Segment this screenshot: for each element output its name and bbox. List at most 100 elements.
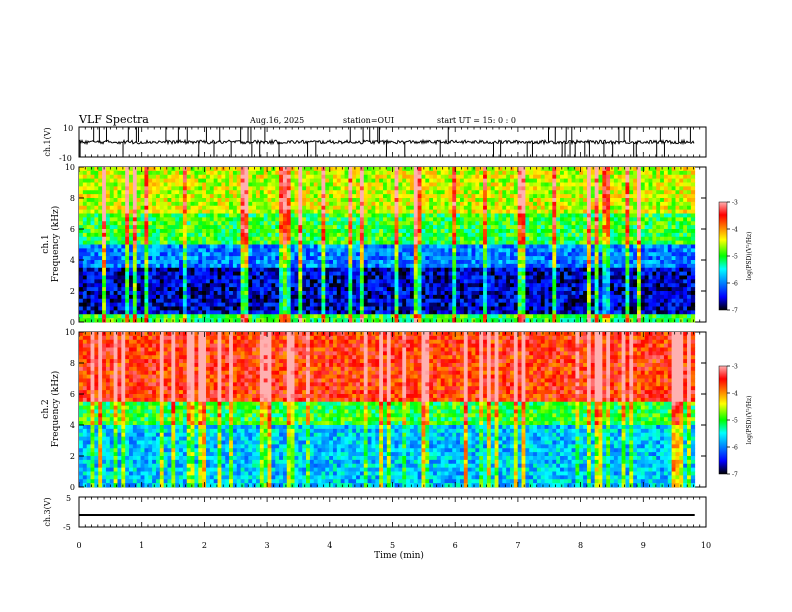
spectrogram-cell — [444, 260, 449, 265]
spectrogram-cell — [621, 170, 626, 176]
spectrogram-cell — [436, 232, 442, 238]
spectrogram-cell — [259, 221, 265, 226]
spectrogram-cell — [617, 209, 622, 214]
spectrogram-cell — [467, 190, 472, 195]
spectrogram-cell — [386, 190, 392, 195]
spectrogram-cell — [129, 256, 134, 261]
spectrogram-cell — [286, 174, 292, 180]
spectrogram-cell — [202, 182, 207, 187]
spectrogram-cell — [356, 279, 361, 284]
spectrogram-cell — [190, 201, 195, 207]
spectrogram-cell — [617, 205, 622, 211]
spectrogram-cell — [290, 279, 295, 284]
spectrogram-cell — [86, 283, 91, 288]
spectrogram-cell — [409, 256, 415, 261]
spectrogram-cell — [394, 256, 399, 261]
spectrogram-cell — [560, 252, 565, 257]
spectrogram-cell — [486, 167, 492, 172]
spectrogram-cell — [494, 240, 499, 245]
spectrogram-cell — [490, 209, 496, 214]
spectrogram-cell — [606, 236, 611, 242]
spectrogram-cell — [456, 279, 461, 284]
spectrogram-cell — [448, 205, 453, 211]
spectrogram-cell — [594, 267, 599, 273]
spectrogram-cell — [105, 194, 111, 199]
spectrogram-cell — [163, 244, 168, 249]
spectrogram-cell — [367, 229, 372, 234]
spectrogram-cell — [413, 201, 419, 207]
spectrogram-cell — [348, 260, 353, 265]
spectrogram-cell — [229, 186, 234, 191]
spectrogram-cell — [163, 232, 168, 238]
spectrogram-cell — [309, 275, 315, 280]
spectrogram-cell — [375, 256, 380, 261]
spectrogram-cell — [286, 271, 292, 276]
spectrogram-cell — [317, 229, 322, 234]
spectrogram-cell — [279, 256, 284, 261]
spectrogram-cell — [263, 263, 268, 269]
spectrogram-cell — [236, 213, 242, 218]
spectrogram-cell — [159, 252, 165, 257]
spectrogram-cell — [225, 252, 230, 257]
spectrogram-cell — [313, 232, 318, 238]
spectrogram-cell — [86, 271, 91, 276]
spectrogram-cell — [121, 263, 126, 269]
spectrogram-cell — [148, 190, 153, 195]
spectrogram-cell — [248, 213, 253, 218]
spectrogram-cell — [517, 178, 522, 183]
spectrogram-cell — [205, 240, 211, 245]
spectrogram-cell — [548, 209, 553, 214]
spectrogram-cell — [636, 198, 642, 203]
spectrogram-cell — [444, 256, 449, 261]
spectrogram-cell — [163, 240, 168, 245]
spectrogram-cell — [425, 248, 430, 253]
spectrogram-cell — [98, 225, 103, 230]
spectrogram-cell — [417, 252, 422, 257]
spectrogram-cell — [633, 271, 638, 276]
spectrogram-cell — [213, 201, 218, 207]
spectrogram-cell — [544, 244, 549, 249]
spectrogram-cell — [290, 170, 295, 176]
spectrogram-cell — [667, 167, 673, 172]
spectrogram-cell — [263, 178, 268, 183]
spectrogram-cell — [175, 240, 180, 245]
spectrogram-cell — [452, 201, 457, 207]
spectrogram-cell — [429, 260, 434, 265]
spectrogram-cell — [456, 182, 461, 187]
spectrogram-cell — [629, 186, 634, 191]
spectrogram-cell — [406, 205, 411, 211]
spectrogram-cell — [229, 240, 234, 245]
spectrogram-cell — [159, 279, 165, 284]
spectrogram-cell — [456, 271, 461, 276]
spectrogram-cell — [602, 213, 607, 218]
spectrogram-cell — [498, 174, 503, 180]
spectrogram-cell — [102, 205, 107, 211]
spectrogram-cell — [525, 190, 530, 195]
spectrogram-cell — [479, 167, 484, 172]
spectrogram-cell — [363, 198, 369, 203]
spectrogram-cell — [671, 248, 676, 253]
spectrogram-cell — [687, 229, 692, 234]
spectrogram-cell — [510, 236, 515, 242]
spectrogram-cell — [506, 244, 511, 249]
spectrogram-cell — [556, 263, 561, 269]
spectrogram-cell — [155, 248, 161, 253]
spectrogram-cell — [660, 275, 665, 280]
spectrogram-cell — [109, 240, 115, 245]
spectrogram-cell — [656, 240, 661, 245]
spectrogram-cell — [544, 201, 549, 207]
spectrogram-cell — [406, 263, 411, 269]
spectrogram-cell — [463, 198, 469, 203]
spectrogram-cell — [367, 178, 372, 183]
spectrogram-cell — [90, 167, 95, 172]
spectrogram-cell — [648, 201, 653, 207]
spectrogram-cell — [321, 174, 326, 180]
spectrogram-cell — [105, 263, 111, 269]
spectrogram-cell — [663, 178, 669, 183]
spectrogram-cell — [517, 252, 522, 257]
spectrogram-cell — [417, 248, 422, 253]
spectrogram-cell — [409, 178, 415, 183]
spectrogram-cell — [144, 213, 149, 218]
spectrogram-cell — [209, 232, 215, 238]
spectrogram-cell — [202, 244, 207, 249]
